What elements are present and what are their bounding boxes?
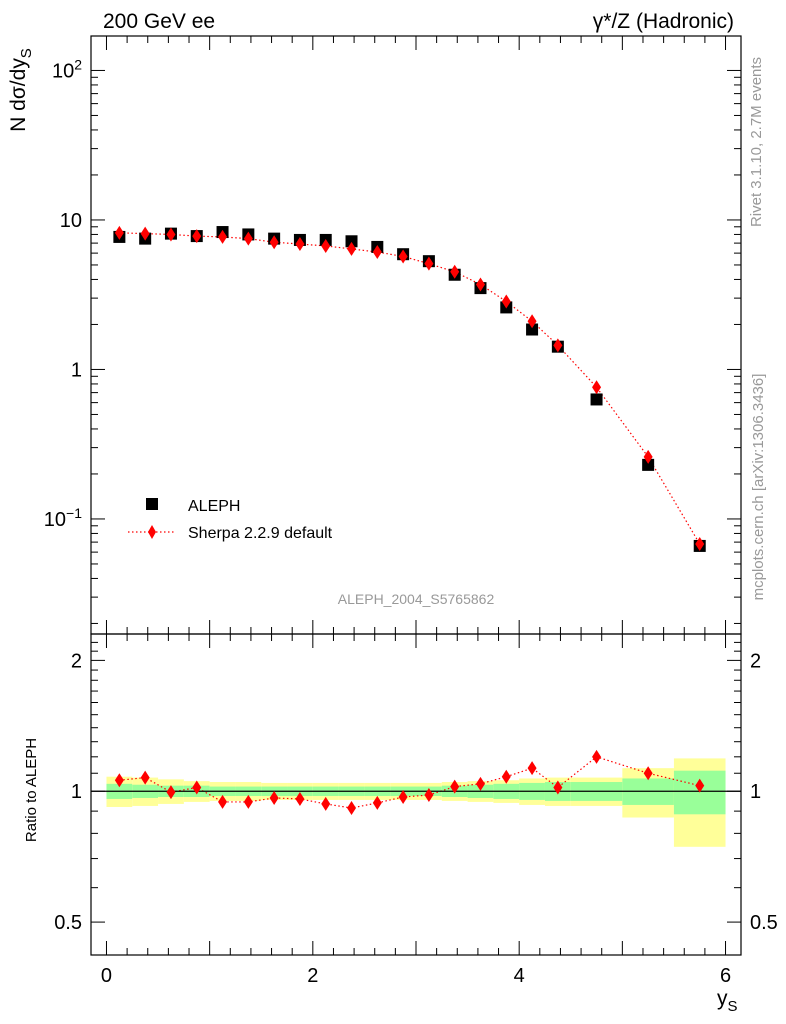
sherpa-ratio-point [269,790,279,805]
sherpa-ratio-point [450,779,460,794]
sherpa-main-point [372,245,382,260]
sherpa-main-point [243,231,253,246]
sherpa-main-point [592,380,602,395]
rivet-version-label: Rivet 3.1.10, 2.7M events [748,57,765,227]
sherpa-ratio-point [243,794,253,809]
axis-labels: 0 2 4 6 102 10 1 10−1 0.5 0.5 1 1 2 2 [44,56,778,987]
main-y-tick-label: 10 [60,210,82,232]
analysis-id-label: ALEPH_2004_S5765862 [338,591,495,607]
aleph-data-point [590,393,603,406]
main-y-tick-label: 102 [52,56,82,82]
x-tick-label: 4 [514,965,525,987]
sherpa-ratio-point [295,791,305,806]
mcplots-label: mcplots.cern.ch [arXiv:1306.3436] [750,374,767,601]
header-right-label: γ*/Z (Hadronic) [593,10,734,33]
ratio-y-tick-label-right: 1 [750,781,761,803]
sherpa-ratio-point [695,778,705,793]
legend-aleph-marker [146,498,158,510]
aleph-data-point [642,458,655,471]
sherpa-main-point [450,264,460,279]
sherpa-ratio-point [475,776,485,791]
sherpa-ratio-point [372,795,382,810]
sherpa-ratio-point [192,780,202,795]
sherpa-ratio-line [119,756,700,809]
sherpa-ratio-point [140,770,150,785]
sherpa-ratio-point [501,769,511,784]
main-y-tick-label: 1 [71,359,82,381]
sherpa-main-point [553,338,563,353]
sherpa-ratio-point [398,789,408,804]
ratio-y-tick-label-right: 0.5 [750,912,778,934]
sherpa-main-point [527,314,537,329]
ratio-y-axis-label: Ratio to ALEPH [23,738,40,842]
x-tick-label: 2 [307,965,318,987]
main-y-tick-label: 10−1 [44,505,82,531]
sherpa-main-point [114,225,124,240]
axes [90,35,742,956]
ratio-y-tick-label-right: 2 [750,650,761,672]
sherpa-main-point [321,238,331,253]
sherpa-main-point [424,256,434,271]
legend-sherpa-label: Sherpa 2.2.9 default [188,525,333,542]
sherpa-main-point [218,229,228,244]
x-tick-label: 0 [101,965,112,987]
main-plot-frame [90,35,742,635]
legend-sherpa-marker [148,525,156,539]
aleph-data-point [345,235,358,248]
sherpa-main-point [269,235,279,250]
sherpa-ratio-point [643,766,653,781]
x-axis-label: yS [717,987,738,1015]
sherpa-ratio-point [321,796,331,811]
sherpa-main-point [192,229,202,244]
sherpa-ratio-point [347,801,357,816]
main-y-axis-label: N dσ/dyS [7,48,35,132]
x-tick-label: 6 [720,965,731,987]
sherpa-main-point [501,294,511,309]
sherpa-main-point [398,249,408,264]
sherpa-main-point [475,277,485,292]
aleph-data-point [526,323,539,336]
sherpa-main-point [695,536,705,551]
legend-aleph-label: ALEPH [188,498,240,515]
sherpa-ratio-point [166,785,176,800]
sherpa-main-point [166,227,176,242]
ratio-y-tick-label: 1 [71,781,82,803]
header-left-label: 200 GeV ee [103,10,215,33]
series-lines [119,232,701,809]
sherpa-ratio-point [218,794,228,809]
sherpa-ratio-point [114,773,124,788]
sherpa-ratio-point [592,749,602,764]
sherpa-ratio-point [553,780,563,795]
sherpa-main-point [295,237,305,252]
sherpa-main-point [643,449,653,464]
sherpa-ratio-point [424,788,434,803]
sherpa-ratio-point [527,761,537,776]
ratio-y-tick-label: 2 [71,650,82,672]
ratio-y-tick-label: 0.5 [54,912,82,934]
legend: ALEPH Sherpa 2.2.9 default [128,498,333,542]
data-markers [113,225,706,816]
ratio-uncertainty-bands [106,758,726,847]
sherpa-main-point [347,241,357,256]
sherpa-main-point [140,226,150,241]
